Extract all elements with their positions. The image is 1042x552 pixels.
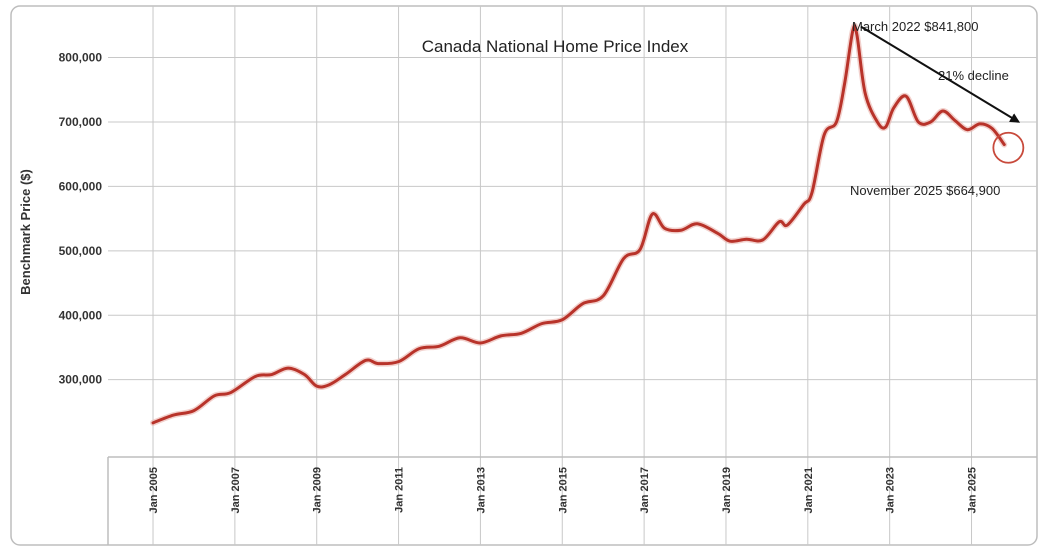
x-tick-label: Jan 2015 (557, 467, 569, 513)
x-tick-label: Jan 2007 (230, 467, 242, 513)
series-line-benchmark-price (151, 24, 1006, 425)
trough-circle-marker (992, 131, 1025, 164)
x-tick-label: Jan 2019 (721, 467, 733, 513)
peak-annotation: March 2022 $841,800 (852, 19, 978, 34)
x-tick-label: Jan 2011 (394, 467, 406, 513)
y-tick-label: 300,000 (59, 373, 103, 387)
x-tick-label: Jan 2017 (639, 467, 651, 513)
y-tick-label: 600,000 (59, 179, 103, 193)
x-tick-label: Jan 2005 (148, 467, 160, 513)
y-axis-label: Benchmark Price ($) (18, 169, 33, 295)
x-tick-label: Jan 2021 (803, 467, 815, 513)
x-axis-ticks: Jan 2005 Jan 2007 Jan 2009 Jan 2011 Jan 2013… (148, 467, 979, 513)
x-tick-label: Jan 2013 (475, 467, 487, 513)
trough-annotation: November 2025 $664,900 (850, 183, 1000, 198)
decline-annotation: 21% decline (938, 68, 1009, 83)
y-tick-label: 700,000 (59, 115, 103, 129)
decline-arrow (860, 25, 1021, 123)
chart-title: Canada National Home Price Index (422, 37, 689, 56)
y-tick-label: 400,000 (59, 308, 103, 322)
series-layer (150, 22, 1008, 426)
x-tick-label: Jan 2023 (885, 467, 897, 513)
y-tick-label: 800,000 (59, 51, 103, 65)
chart-frame (10, 5, 1038, 546)
y-tick-label: 500,000 (59, 244, 103, 258)
x-tick-label: Jan 2009 (312, 467, 324, 513)
y-axis-ticks: 300,000 400,000 500,000 600,000 700,000 800,0… (59, 51, 103, 387)
grid (108, 6, 1037, 545)
x-tick-label: Jan 2025 (967, 467, 979, 513)
